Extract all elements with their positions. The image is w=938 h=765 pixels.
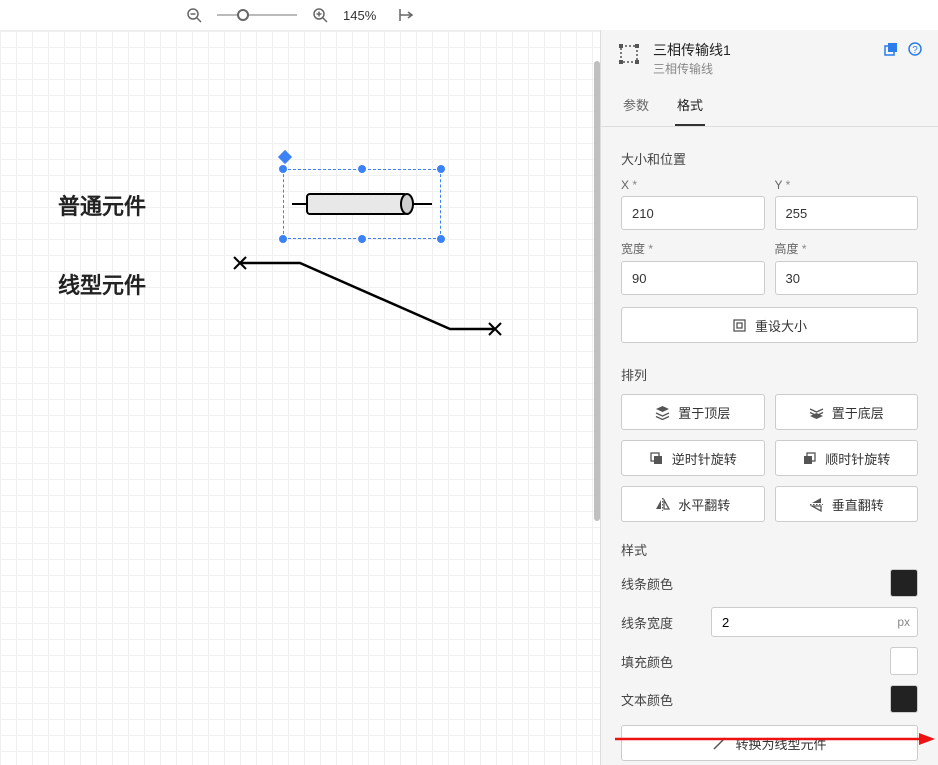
zoom-out-icon[interactable] [183,4,205,26]
rotate-ccw-button[interactable]: 逆时针旋转 [621,440,765,476]
rotate-cw-icon [802,451,817,466]
x-label: X * [621,178,765,192]
x-input[interactable] [621,196,765,230]
y-input[interactable] [775,196,919,230]
text-color-swatch[interactable] [890,685,918,713]
panel-title: 三相传输线1 [653,40,731,60]
selection-handle[interactable] [278,234,288,244]
help-icon[interactable]: ? [906,40,924,58]
line-width-label: 线条宽度 [621,613,701,632]
component-type-icon [615,40,643,68]
line-width-unit: px [897,615,910,629]
selection-handle[interactable] [357,164,367,174]
selection-handle[interactable] [278,164,288,174]
fill-color-swatch[interactable] [890,647,918,675]
panel-subtitle: 三相传输线 [653,60,731,77]
zoom-slider-thumb[interactable] [237,9,249,21]
panel-tabs: 参数 格式 [601,83,938,127]
height-label: 高度 * [775,240,919,257]
zoom-slider[interactable] [217,14,297,16]
section-arrange: 排列 [621,365,918,384]
line-color-swatch[interactable] [890,569,918,597]
width-label: 宽度 * [621,240,765,257]
properties-panel: 三相传输线1 三相传输线 ? 参数 格式 大小和位置 X * [600,30,938,765]
flip-h-button[interactable]: 水平翻转 [621,486,765,522]
flip-v-icon [809,497,824,512]
zoom-toolbar: 145% [0,0,600,30]
zoom-in-icon[interactable] [309,4,331,26]
popout-icon[interactable] [882,40,900,58]
text-color-label: 文本颜色 [621,690,701,709]
panel-header: 三相传输线1 三相传输线 ? [601,30,938,83]
flip-v-button[interactable]: 垂直翻转 [775,486,919,522]
tab-params[interactable]: 参数 [621,89,651,126]
rotate-cw-button[interactable]: 顺时针旋转 [775,440,919,476]
main-area: 普通元件 线型元件 三相传输线1 三相传输线 [0,30,938,765]
rotate-ccw-icon [649,451,664,466]
section-style: 样式 [621,540,918,559]
width-input[interactable] [621,261,765,295]
send-back-button[interactable]: 置于底层 [775,394,919,430]
height-input[interactable] [775,261,919,295]
selection-handle[interactable] [357,234,367,244]
layers-front-icon [655,405,670,420]
selection-handle[interactable] [436,164,446,174]
section-size-position: 大小和位置 [621,149,918,168]
line-width-input[interactable] [711,607,918,637]
annotation-arrow [615,729,935,749]
fit-width-icon[interactable] [395,4,417,26]
flip-h-icon [655,497,670,512]
reset-size-button[interactable]: 重设大小 [621,307,918,343]
y-label: Y * [775,178,919,192]
zoom-level-label: 145% [343,8,383,23]
bring-front-button[interactable]: 置于顶层 [621,394,765,430]
line-color-label: 线条颜色 [621,574,701,593]
fill-color-label: 填充颜色 [621,652,701,671]
tab-format[interactable]: 格式 [675,89,705,126]
polyline-component[interactable] [0,31,600,731]
canvas[interactable]: 普通元件 线型元件 [0,30,600,765]
panel-body: 大小和位置 X * Y * 宽度 * 高度 * [601,127,938,765]
reset-icon [732,318,747,333]
selection-handle[interactable] [436,234,446,244]
layers-back-icon [809,405,824,420]
svg-text:?: ? [912,45,918,56]
